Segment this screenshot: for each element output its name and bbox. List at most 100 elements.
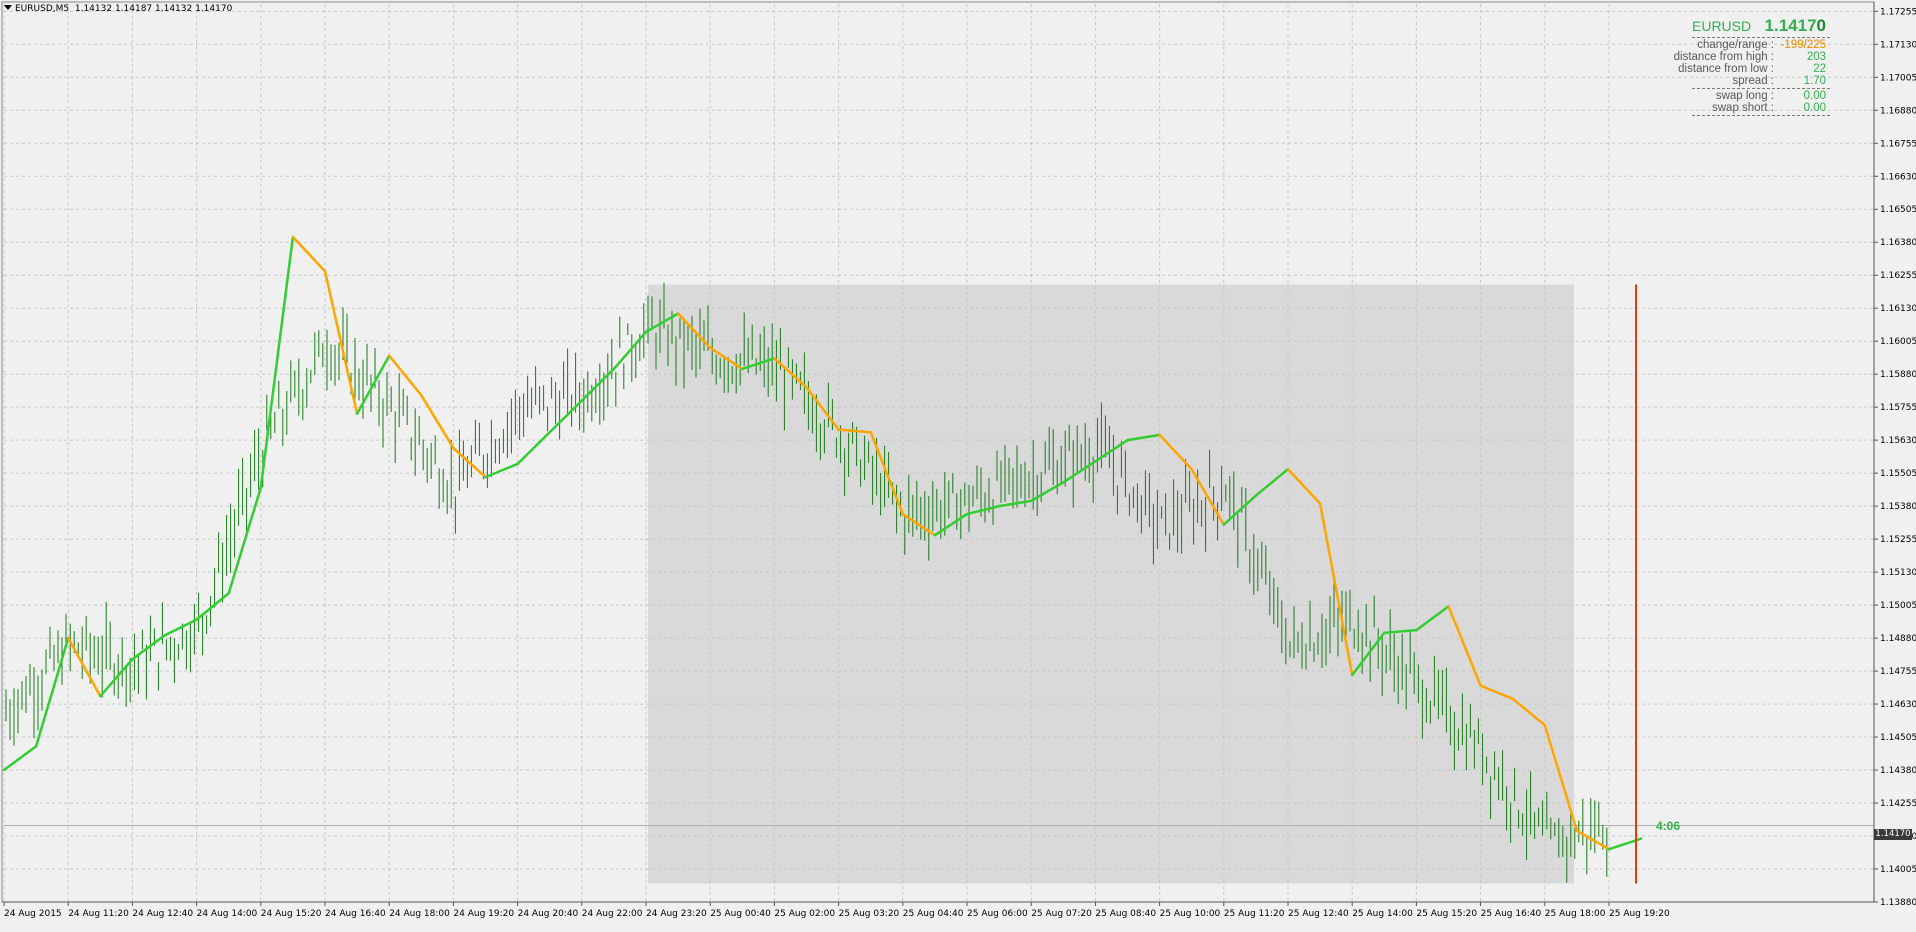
price-tick-label: 1.17130: [1880, 40, 1916, 50]
time-tick-label: 25 Aug 00:40: [710, 909, 771, 919]
swap-row-value: 0.00: [1803, 102, 1826, 114]
info-header: EURUSD 1.14170: [1690, 16, 1830, 36]
ohlc-values: 1.14132 1.14187 1.14132 1.14170: [74, 4, 233, 14]
moving-average-segment: [1350, 631, 1386, 677]
info-row-label: spread :: [1732, 75, 1774, 87]
bar-timer: 4:06: [1656, 819, 1681, 833]
time-tick-label: 24 Aug 23:20: [646, 909, 707, 919]
moving-average-segment: [66, 636, 102, 698]
price-tick-label: 1.16880: [1880, 106, 1916, 116]
price-tick-label: 1.16630: [1880, 172, 1916, 182]
time-tick-label: 24 Aug 2015: [4, 909, 62, 919]
price-tick-label: 1.15380: [1880, 502, 1916, 512]
divider: [1692, 37, 1830, 38]
price-tick-label: 1.14880: [1880, 634, 1916, 644]
price-tick-label: 1.15630: [1880, 436, 1916, 446]
price-tick-label: 1.16505: [1880, 205, 1916, 215]
moving-average-segment: [1190, 467, 1226, 526]
moving-average-segment: [933, 512, 969, 537]
moving-average-segment: [291, 235, 327, 273]
moving-average-segment: [34, 636, 70, 748]
swap-rows: swap long : 0.00 swap short : 0.00: [1690, 90, 1830, 114]
swap-row-value: 0.00: [1803, 90, 1826, 102]
moving-average-segment: [612, 330, 648, 371]
symbol-timeframe: EURUSD,M5: [15, 4, 70, 14]
info-price-main: 1.1417: [1764, 16, 1817, 35]
price-tick-label: 1.17255: [1880, 7, 1916, 17]
price-tick-label: 1.15505: [1880, 469, 1916, 479]
moving-average-segment: [1511, 697, 1547, 727]
moving-average-segment: [773, 357, 808, 389]
moving-average-segment: [805, 386, 840, 431]
moving-average-segment: [131, 634, 166, 661]
time-tick-label: 25 Aug 06:00: [967, 909, 1028, 919]
time-tick-label: 25 Aug 02:00: [774, 909, 835, 919]
time-tick-label: 25 Aug 08:40: [1095, 909, 1156, 919]
info-price: 1.14170: [1765, 16, 1826, 36]
price-tick-label: 1.16255: [1880, 271, 1916, 281]
moving-average-segment: [452, 446, 487, 479]
moving-average-segment: [741, 357, 776, 371]
time-tick-label: 24 Aug 20:40: [518, 909, 579, 919]
time-tick-label: 25 Aug 11:20: [1224, 909, 1285, 919]
price-tick-label: 1.17005: [1880, 73, 1916, 83]
time-tick-label: 24 Aug 18:00: [389, 909, 450, 919]
swap-row: swap short : 0.00: [1690, 102, 1830, 114]
time-tick-label: 25 Aug 07:20: [1031, 909, 1092, 919]
moving-average-segment: [259, 235, 295, 489]
current-price-label: 1.14170: [1874, 829, 1912, 840]
moving-average-segment: [1479, 684, 1514, 701]
info-row-value: 22: [1813, 63, 1826, 75]
moving-average-segment: [1126, 433, 1161, 442]
moving-average-segment: [1158, 433, 1193, 471]
info-row: distance from low : 22: [1678, 63, 1830, 75]
time-tick-label: 25 Aug 14:00: [1352, 909, 1413, 919]
moving-average-segment: [1222, 494, 1258, 526]
time-tick-label: 25 Aug 19:20: [1609, 909, 1670, 919]
price-tick-label: 1.15255: [1880, 535, 1916, 545]
info-price-last-digit: 0: [1816, 16, 1826, 35]
time-tick-label: 24 Aug 11:20: [68, 909, 129, 919]
moving-average-segment: [99, 657, 134, 698]
moving-average-segment: [708, 346, 744, 371]
time-tick-label: 24 Aug 16:40: [325, 909, 386, 919]
swap-row: swap long : 0.00: [1690, 90, 1830, 102]
moving-average-segment: [195, 591, 230, 621]
price-tick-label: 1.14630: [1880, 700, 1916, 710]
moving-average-segment: [227, 486, 263, 595]
info-row-label: distance from high :: [1673, 51, 1774, 63]
moving-average-segment: [997, 499, 1033, 508]
price-tick-label: 1.14255: [1880, 799, 1916, 809]
time-tick-label: 25 Aug 04:40: [903, 909, 964, 919]
time-tick-label: 25 Aug 10:00: [1160, 909, 1221, 919]
swap-row-label: swap short :: [1712, 102, 1774, 114]
time-tick-label: 25 Aug 18:00: [1545, 909, 1606, 919]
price-tick-label: 1.14755: [1880, 667, 1916, 677]
info-row: change/range : -199/225: [1690, 39, 1830, 51]
time-tick-label: 25 Aug 16:40: [1481, 909, 1542, 919]
info-rows: change/range : -199/225 distance from high…: [1674, 39, 1830, 87]
moving-average-segment: [580, 367, 616, 402]
moving-average-segment: [548, 399, 584, 434]
dropdown-triangle-icon[interactable]: [4, 5, 12, 10]
info-row-value: 203: [1806, 51, 1826, 63]
info-panel: EURUSD 1.14170 change/range : -199/225 dis…: [1674, 16, 1830, 117]
time-tick-label: 24 Aug 19:20: [453, 909, 514, 919]
moving-average-segment: [676, 312, 712, 350]
moving-average-segment: [1543, 723, 1579, 832]
moving-average-segment: [355, 354, 391, 416]
moving-average-segment: [1447, 605, 1482, 687]
moving-average-segment: [163, 618, 198, 637]
moving-average-segment: [837, 428, 872, 434]
moving-average-segment: [869, 430, 905, 516]
time-tick-label: 24 Aug 12:40: [132, 909, 193, 919]
price-tick-label: 1.13880: [1880, 898, 1916, 908]
info-row: distance from high : 203: [1674, 51, 1830, 63]
time-tick-label: 24 Aug 22:00: [582, 909, 643, 919]
info-row-label: distance from low :: [1678, 63, 1774, 75]
moving-average-segment: [1062, 460, 1097, 484]
moving-average-segment: [1318, 502, 1354, 677]
moving-average-segment: [516, 430, 551, 466]
